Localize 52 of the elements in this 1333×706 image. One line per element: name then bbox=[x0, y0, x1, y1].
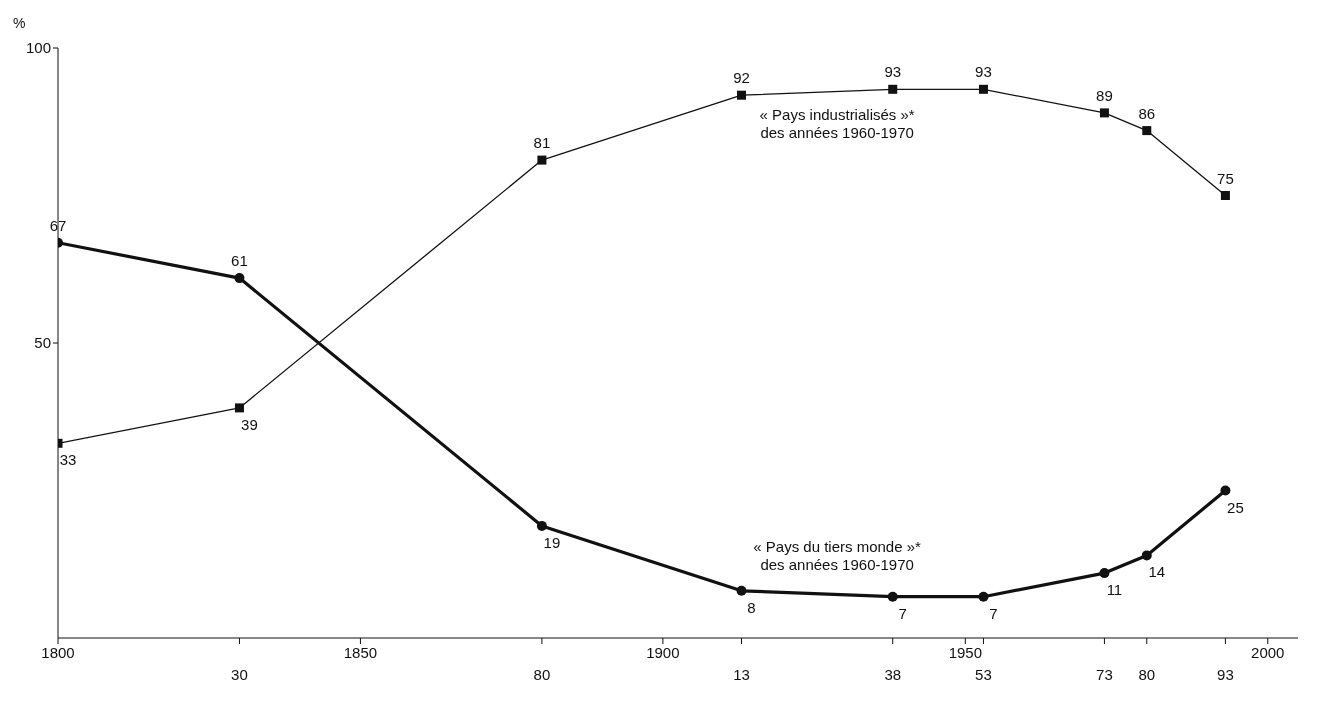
series-label: « Pays du tiers monde »* des années 1960-1970 bbox=[753, 537, 922, 573]
point bbox=[234, 273, 245, 284]
point bbox=[1141, 550, 1152, 561]
point bbox=[978, 84, 988, 94]
x2-tick-label: 93 bbox=[1217, 666, 1234, 683]
point bbox=[888, 84, 898, 94]
data-label: 8 bbox=[747, 598, 756, 616]
point bbox=[887, 591, 898, 602]
point bbox=[537, 155, 547, 165]
point bbox=[1220, 191, 1230, 200]
x-tick-label: 1850 bbox=[343, 644, 378, 661]
x2-tick-label: 73 bbox=[1096, 666, 1113, 683]
data-label: 93 bbox=[884, 63, 902, 81]
point bbox=[234, 403, 244, 413]
data-label: 39 bbox=[241, 415, 258, 433]
data-label: 67 bbox=[49, 216, 67, 234]
x-tick-label: 1800 bbox=[41, 644, 75, 661]
point bbox=[536, 520, 547, 531]
x2-tick-label: 13 bbox=[733, 666, 750, 683]
point bbox=[1142, 126, 1152, 136]
data-label: 33 bbox=[59, 451, 77, 469]
point bbox=[1220, 485, 1231, 496]
data-label: 92 bbox=[733, 69, 750, 87]
data-label: 75 bbox=[1217, 169, 1234, 187]
data-label: 11 bbox=[1106, 581, 1123, 599]
data-label: 93 bbox=[975, 63, 992, 81]
point bbox=[978, 591, 989, 602]
data-label: 7 bbox=[898, 604, 907, 622]
y-tick-label: 100 bbox=[25, 39, 51, 57]
data-label: 19 bbox=[543, 533, 561, 551]
x2-tick-label: 80 bbox=[533, 666, 551, 683]
point bbox=[1099, 108, 1109, 118]
series-label: « Pays industrialisés »* des années 1960-1970 bbox=[759, 106, 915, 142]
data-label: 81 bbox=[533, 134, 551, 152]
data-label: 61 bbox=[231, 252, 248, 270]
data-label: 86 bbox=[1138, 104, 1156, 122]
x2-tick-label: 30 bbox=[231, 666, 248, 683]
x-tick-label: 1950 bbox=[948, 644, 982, 661]
x2-tick-label: 53 bbox=[975, 666, 992, 683]
point bbox=[1099, 568, 1110, 579]
data-label: 89 bbox=[1096, 86, 1113, 104]
x-tick-label: 2000 bbox=[1251, 644, 1285, 661]
x-tick-label: 1900 bbox=[646, 644, 680, 661]
data-label: 7 bbox=[989, 604, 998, 622]
y-tick-label: 50 bbox=[34, 334, 51, 352]
x2-tick-label: 38 bbox=[884, 666, 902, 683]
data-label: 25 bbox=[1227, 498, 1244, 516]
y-axis-title: % bbox=[13, 14, 26, 31]
point bbox=[736, 585, 747, 596]
data-label: 14 bbox=[1148, 563, 1166, 581]
point bbox=[737, 90, 747, 100]
x2-tick-label: 80 bbox=[1138, 666, 1156, 683]
